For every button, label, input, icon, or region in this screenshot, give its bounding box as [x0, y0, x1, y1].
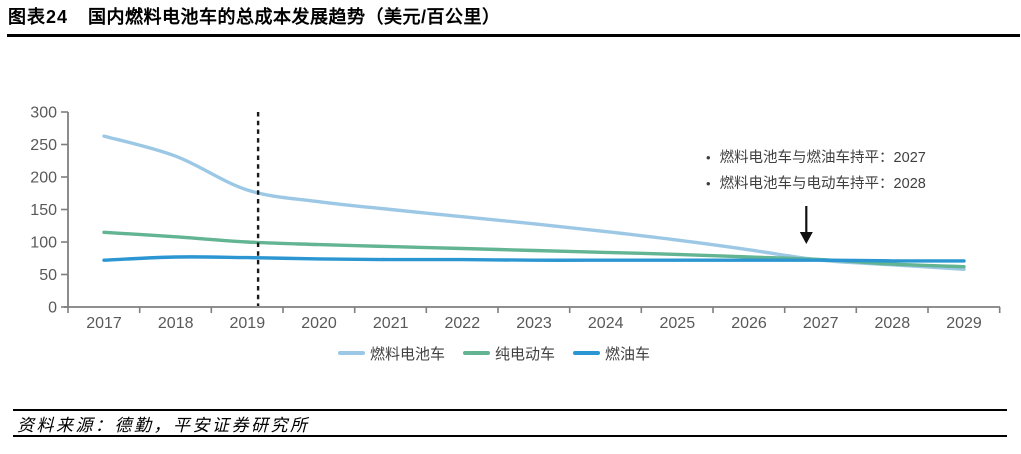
x-tick-label: 2023: [516, 315, 552, 332]
x-tick-label: 2028: [875, 315, 911, 332]
legend-item-燃料电池车: 燃料电池车: [337, 343, 445, 364]
chart-legend: 燃料电池车 纯电动车 燃油车: [68, 343, 920, 363]
x-tick-label: 2024: [588, 315, 624, 332]
figure-title: 国内燃料电池车的总成本发展趋势（美元/百公里）: [88, 7, 501, 27]
x-tick-label: 2022: [445, 315, 481, 332]
annotation-text: 燃料电池车与电动车持平：2028: [719, 176, 926, 192]
x-tick-label: 2017: [86, 315, 122, 332]
chart-annotations: • 燃料电池车与燃油车持平：2027 • 燃料电池车与电动车持平：2028: [706, 146, 926, 198]
annotation-row-1: • 燃料电池车与燃油车持平：2027: [706, 146, 926, 172]
y-tick-label: 0: [48, 300, 57, 317]
source-footer: 资料来源：德勤，平安证券研究所: [13, 409, 1007, 437]
annotation-text: 燃料电池车与燃油车持平：2027: [719, 150, 926, 166]
y-tick-label: 50: [39, 267, 57, 284]
x-tick-label: 2020: [301, 315, 337, 332]
series-line-燃油车: [102, 255, 966, 263]
x-tick-label: 2026: [731, 315, 767, 332]
legend-label: 燃油车: [605, 345, 651, 363]
bullet-icon: •: [706, 150, 711, 165]
y-tick-label: 100: [30, 235, 57, 252]
figure-header: 图表24 国内燃料电池车的总成本发展趋势（美元/百公里）: [7, 0, 1020, 37]
source-text: 资料来源：德勤，平安证券研究所: [17, 415, 310, 435]
legend-label: 燃料电池车: [369, 345, 445, 363]
x-tick-label: 2029: [946, 315, 982, 332]
annotation-row-2: • 燃料电池车与电动车持平：2028: [706, 172, 926, 198]
legend-line-swatch: [573, 351, 600, 355]
y-tick-label: 150: [30, 202, 57, 219]
figure-number: 图表24: [8, 7, 69, 27]
y-tick-label: 250: [30, 137, 57, 154]
legend-line-swatch: [337, 351, 365, 355]
x-tick-label: 2027: [803, 315, 839, 332]
legend-line-swatch: [462, 351, 490, 355]
x-tick-label: 2018: [158, 315, 194, 332]
legend-label: 纯电动车: [494, 345, 555, 363]
legend-item-燃油车: 燃油车: [573, 343, 650, 364]
x-tick-label: 2019: [230, 315, 266, 332]
y-tick-label: 300: [30, 105, 57, 122]
legend-item-纯电动车: 纯电动车: [462, 343, 555, 364]
x-tick-label: 2025: [660, 315, 696, 332]
down-arrow-icon: [799, 232, 813, 244]
y-tick-label: 200: [30, 170, 57, 187]
x-tick-label: 2021: [373, 315, 409, 332]
bullet-icon: •: [706, 176, 711, 191]
